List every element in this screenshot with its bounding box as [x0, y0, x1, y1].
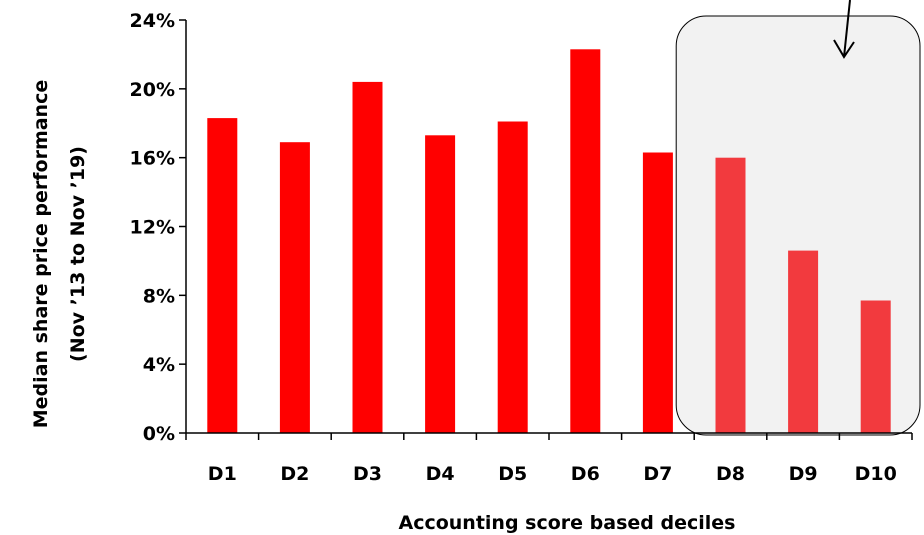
y-axis-label-line2: (Nov ’13 to Nov ’19)	[67, 146, 89, 362]
x-tick-label: D1	[208, 463, 237, 485]
y-axis-label-line1: Median share price performance	[30, 80, 52, 429]
y-tick-labels: 0% 4% 8% 12% 16% 20% 24%	[130, 10, 175, 445]
bar-d9	[788, 250, 819, 433]
bar-d1	[207, 118, 238, 433]
bars-group	[207, 49, 891, 434]
x-tick-label: D9	[789, 463, 818, 485]
x-axis-label: Accounting score based deciles	[399, 512, 736, 534]
x-tick-labels: D1 D2 D3 D4 D5 D6 D7 D8 D9 D10	[208, 463, 897, 485]
x-tick-label: D10	[855, 463, 897, 485]
bar-d2	[279, 142, 310, 433]
bar-d7	[642, 152, 673, 433]
y-tick-label: 8%	[143, 285, 175, 307]
arrow-down-icon	[833, 0, 855, 59]
x-tick-label: D3	[353, 463, 382, 485]
x-tick-label: D8	[716, 463, 745, 485]
bar-d4	[425, 135, 456, 434]
y-tick-label: 20%	[130, 79, 175, 101]
bar-d5	[497, 121, 528, 433]
axes-group	[179, 19, 913, 440]
x-tick-label: D5	[498, 463, 527, 485]
bar-d3	[352, 81, 383, 434]
bar-d8	[715, 157, 746, 433]
y-tick-label: 0%	[143, 423, 175, 445]
bar-d6	[570, 49, 601, 434]
x-tick-label: D4	[426, 463, 455, 485]
y-tick-label: 12%	[130, 217, 175, 239]
x-tick-label: D6	[571, 463, 600, 485]
bar-d10	[860, 300, 891, 433]
y-tick-label: 16%	[130, 148, 175, 170]
x-tick-label: D2	[280, 463, 309, 485]
x-tick-label: D7	[643, 463, 672, 485]
y-tick-label: 24%	[130, 10, 175, 32]
y-tick-label: 4%	[143, 354, 175, 376]
